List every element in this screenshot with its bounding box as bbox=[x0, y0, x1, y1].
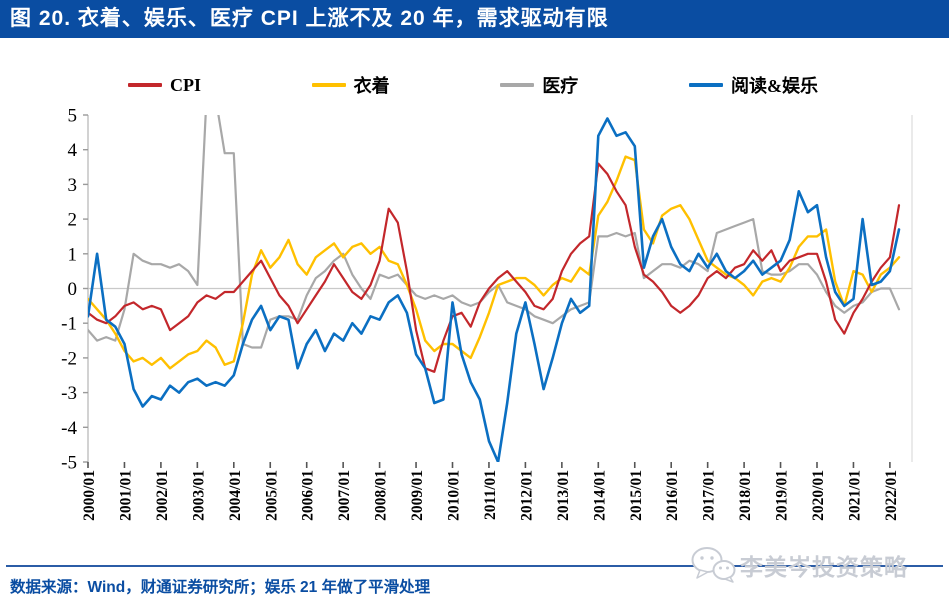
y-tick-label: -4 bbox=[61, 418, 77, 439]
series-line-衣着 bbox=[88, 155, 901, 370]
x-tick-label: 2001/01 bbox=[117, 470, 134, 521]
series-line-CPI bbox=[88, 162, 901, 373]
x-tick-label: 2008/01 bbox=[373, 470, 390, 521]
y-tick-label: -5 bbox=[61, 453, 77, 474]
x-tick-label: 2012/01 bbox=[518, 470, 535, 521]
legend-label-clothing: 衣着 bbox=[353, 76, 390, 96]
y-tick-label: 4 bbox=[68, 140, 78, 161]
series-line-医疗 bbox=[88, 115, 901, 349]
x-tick-label: 2009/01 bbox=[409, 470, 426, 521]
chart-legend: CPI 衣着 医疗 阅读&娱乐 bbox=[128, 72, 818, 98]
x-tick-label: 2010/01 bbox=[446, 470, 463, 521]
figure-title: 图 20. 衣着、娱乐、医疗 CPI 上涨不及 20 年，需求驱动有限 bbox=[10, 7, 609, 30]
x-tick-label: 2020/01 bbox=[810, 470, 827, 521]
x-tick-label: 2019/01 bbox=[774, 470, 791, 521]
x-tick-label: 2015/01 bbox=[628, 470, 645, 521]
x-tick-label: 2016/01 bbox=[664, 470, 681, 521]
data-source-note: 数据来源：Wind，财通证券研究所；娱乐 21 年做了平滑处理 bbox=[10, 579, 431, 596]
series-line-阅读&娱乐 bbox=[88, 117, 901, 462]
figure-title-bar: 图 20. 衣着、娱乐、医疗 CPI 上涨不及 20 年，需求驱动有限 bbox=[0, 0, 949, 38]
watermark: 李美岑投资策略 bbox=[690, 545, 945, 585]
y-tick-label: 1 bbox=[68, 244, 78, 265]
y-tick-label: 5 bbox=[68, 106, 78, 127]
legend-label-reading-entertainment: 阅读&娱乐 bbox=[730, 76, 818, 96]
wechat-bubbles-icon bbox=[691, 547, 736, 583]
legend-item-clothing: 衣着 bbox=[311, 72, 390, 98]
x-tick-label: 2014/01 bbox=[591, 470, 608, 521]
y-tick-label: 0 bbox=[68, 279, 78, 300]
x-tick-label: 2011/01 bbox=[482, 470, 499, 520]
legend-line-swatch-cpi bbox=[128, 83, 162, 87]
footer-divider-line bbox=[6, 565, 943, 567]
x-tick-label: 2002/01 bbox=[154, 470, 171, 521]
x-tick-label: 2013/01 bbox=[555, 470, 572, 521]
legend-item-reading-entertainment: 阅读&娱乐 bbox=[688, 72, 818, 98]
x-tick-label: 2004/01 bbox=[227, 470, 244, 521]
legend-line-swatch-reading-entertainment bbox=[688, 83, 723, 87]
legend-item-cpi: CPI bbox=[128, 75, 201, 96]
x-tick-label: 2007/01 bbox=[336, 470, 353, 521]
x-tick-label: 2022/01 bbox=[883, 470, 900, 521]
legend-label-medical: 医疗 bbox=[542, 76, 579, 96]
watermark-text: 李美岑投资策略 bbox=[740, 554, 908, 580]
legend-label-cpi: CPI bbox=[170, 74, 201, 95]
x-tick-label: 2005/01 bbox=[263, 470, 280, 521]
y-tick-label: 2 bbox=[68, 210, 78, 231]
x-tick-label: 2006/01 bbox=[300, 470, 317, 521]
x-tick-label: 2000/01 bbox=[81, 470, 98, 521]
x-tick-label: 2021/01 bbox=[846, 470, 863, 521]
x-tick-label: 2018/01 bbox=[737, 470, 754, 521]
y-tick-label: -3 bbox=[61, 383, 77, 404]
legend-line-swatch-clothing bbox=[311, 83, 346, 87]
legend-item-medical: 医疗 bbox=[500, 72, 578, 98]
y-tick-label: 3 bbox=[68, 175, 78, 196]
legend-line-swatch-medical bbox=[500, 83, 535, 87]
y-tick-label: -1 bbox=[61, 314, 77, 335]
x-tick-label: 2003/01 bbox=[190, 470, 207, 521]
x-tick-label: 2017/01 bbox=[701, 470, 718, 521]
y-tick-label: -2 bbox=[61, 348, 77, 369]
